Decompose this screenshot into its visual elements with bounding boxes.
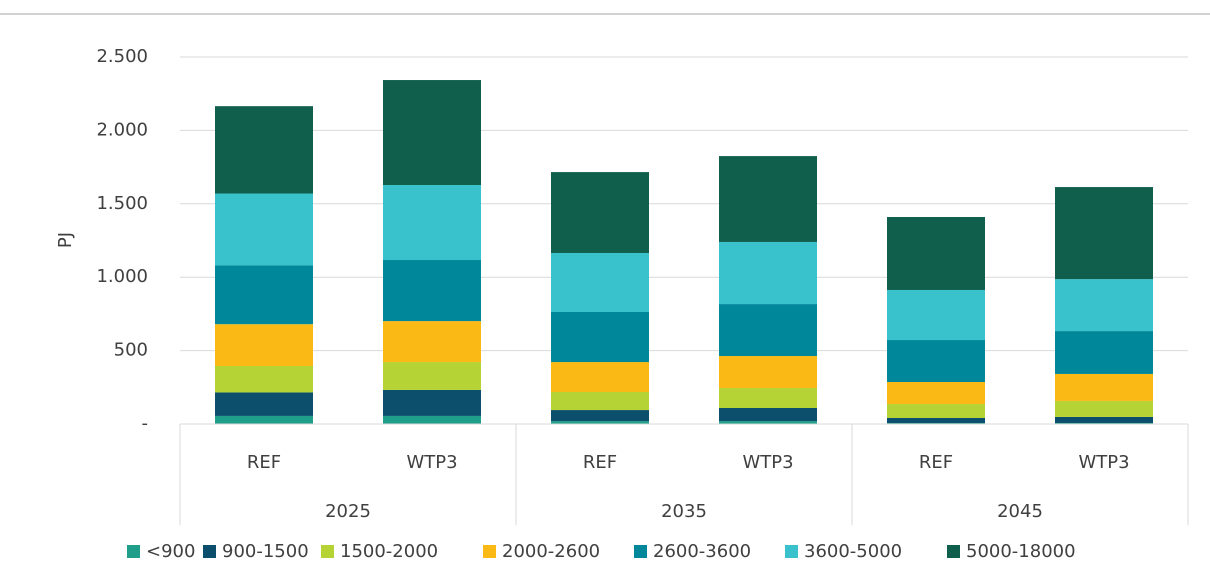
- bar-segment: [383, 415, 481, 424]
- legend-label: 1500-2000: [340, 541, 438, 562]
- bar-segment: [887, 417, 985, 423]
- x-tick-label: WTP3: [406, 452, 457, 473]
- x-tick-label: REF: [919, 452, 953, 473]
- y-tick-label: 1.000: [96, 266, 148, 287]
- legend-swatch: [203, 545, 216, 558]
- bar-segment: [383, 80, 481, 186]
- legend-label: <900: [146, 541, 195, 562]
- legend-swatch: [947, 545, 960, 558]
- bar-segment: [551, 391, 649, 411]
- legend-swatch: [483, 545, 496, 558]
- bar-segment: [1055, 400, 1153, 417]
- bar-segment: [215, 366, 313, 393]
- y-axis-label: PJ: [55, 232, 76, 248]
- y-tick-label: -: [142, 413, 149, 434]
- bar-segment: [551, 172, 649, 253]
- bar-segment: [887, 404, 985, 418]
- x-tick-label: REF: [247, 452, 281, 473]
- y-tick-label: 2.500: [96, 46, 148, 67]
- bar-segment: [383, 260, 481, 322]
- group-label: 2035: [661, 501, 707, 522]
- y-tick-label: 1.500: [96, 193, 148, 214]
- bar-segment: [551, 311, 649, 363]
- x-tick-label: REF: [583, 452, 617, 473]
- bar-segment: [383, 321, 481, 363]
- bar-segment: [551, 362, 649, 392]
- bar-segment: [719, 304, 817, 357]
- bar-segment: [719, 356, 817, 389]
- bar-segment: [215, 265, 313, 325]
- bar-segment: [887, 382, 985, 405]
- bar-segment: [1055, 187, 1153, 280]
- bar-segment: [215, 415, 313, 424]
- x-tick-label: WTP3: [742, 452, 793, 473]
- legend-swatch: [785, 545, 798, 558]
- bar-segment: [383, 389, 481, 416]
- legend-swatch: [321, 545, 334, 558]
- bar-segment: [383, 362, 481, 390]
- bar-segment: [551, 252, 649, 312]
- bar-segment: [887, 340, 985, 383]
- bar-segment: [1055, 373, 1153, 401]
- bar-segment: [887, 217, 985, 290]
- bar-segment: [719, 421, 817, 424]
- y-tick-label: 2.000: [96, 119, 148, 140]
- bar-segment: [1055, 416, 1153, 423]
- bar-segment: [551, 410, 649, 422]
- x-tick-label: WTP3: [1078, 452, 1129, 473]
- bar-segment: [1055, 422, 1153, 424]
- group-label: 2025: [325, 501, 371, 522]
- bar-segment: [719, 156, 817, 242]
- bar-segment: [551, 421, 649, 424]
- bar-segment: [719, 388, 817, 408]
- legend-label: 2600-3600: [653, 541, 751, 562]
- legend-swatch: [127, 545, 140, 558]
- bar-segment: [215, 324, 313, 367]
- bar-segment: [1055, 279, 1153, 332]
- bar-segment: [1055, 331, 1153, 374]
- legend-swatch: [634, 545, 647, 558]
- legend-label: 900-1500: [222, 541, 309, 562]
- group-label: 2045: [997, 501, 1043, 522]
- bar-segment: [215, 392, 313, 416]
- y-tick-label: 500: [114, 340, 148, 361]
- bar-segment: [215, 106, 313, 194]
- bar-segment: [887, 289, 985, 341]
- bar-segment: [383, 185, 481, 261]
- bar-segment: [215, 193, 313, 266]
- legend-label: 2000-2600: [502, 541, 600, 562]
- bar-segment: [887, 422, 985, 424]
- bar-segment: [719, 241, 817, 305]
- legend-label: 3600-5000: [804, 541, 902, 562]
- legend-label: 5000-18000: [966, 541, 1076, 562]
- bar-segment: [719, 407, 817, 422]
